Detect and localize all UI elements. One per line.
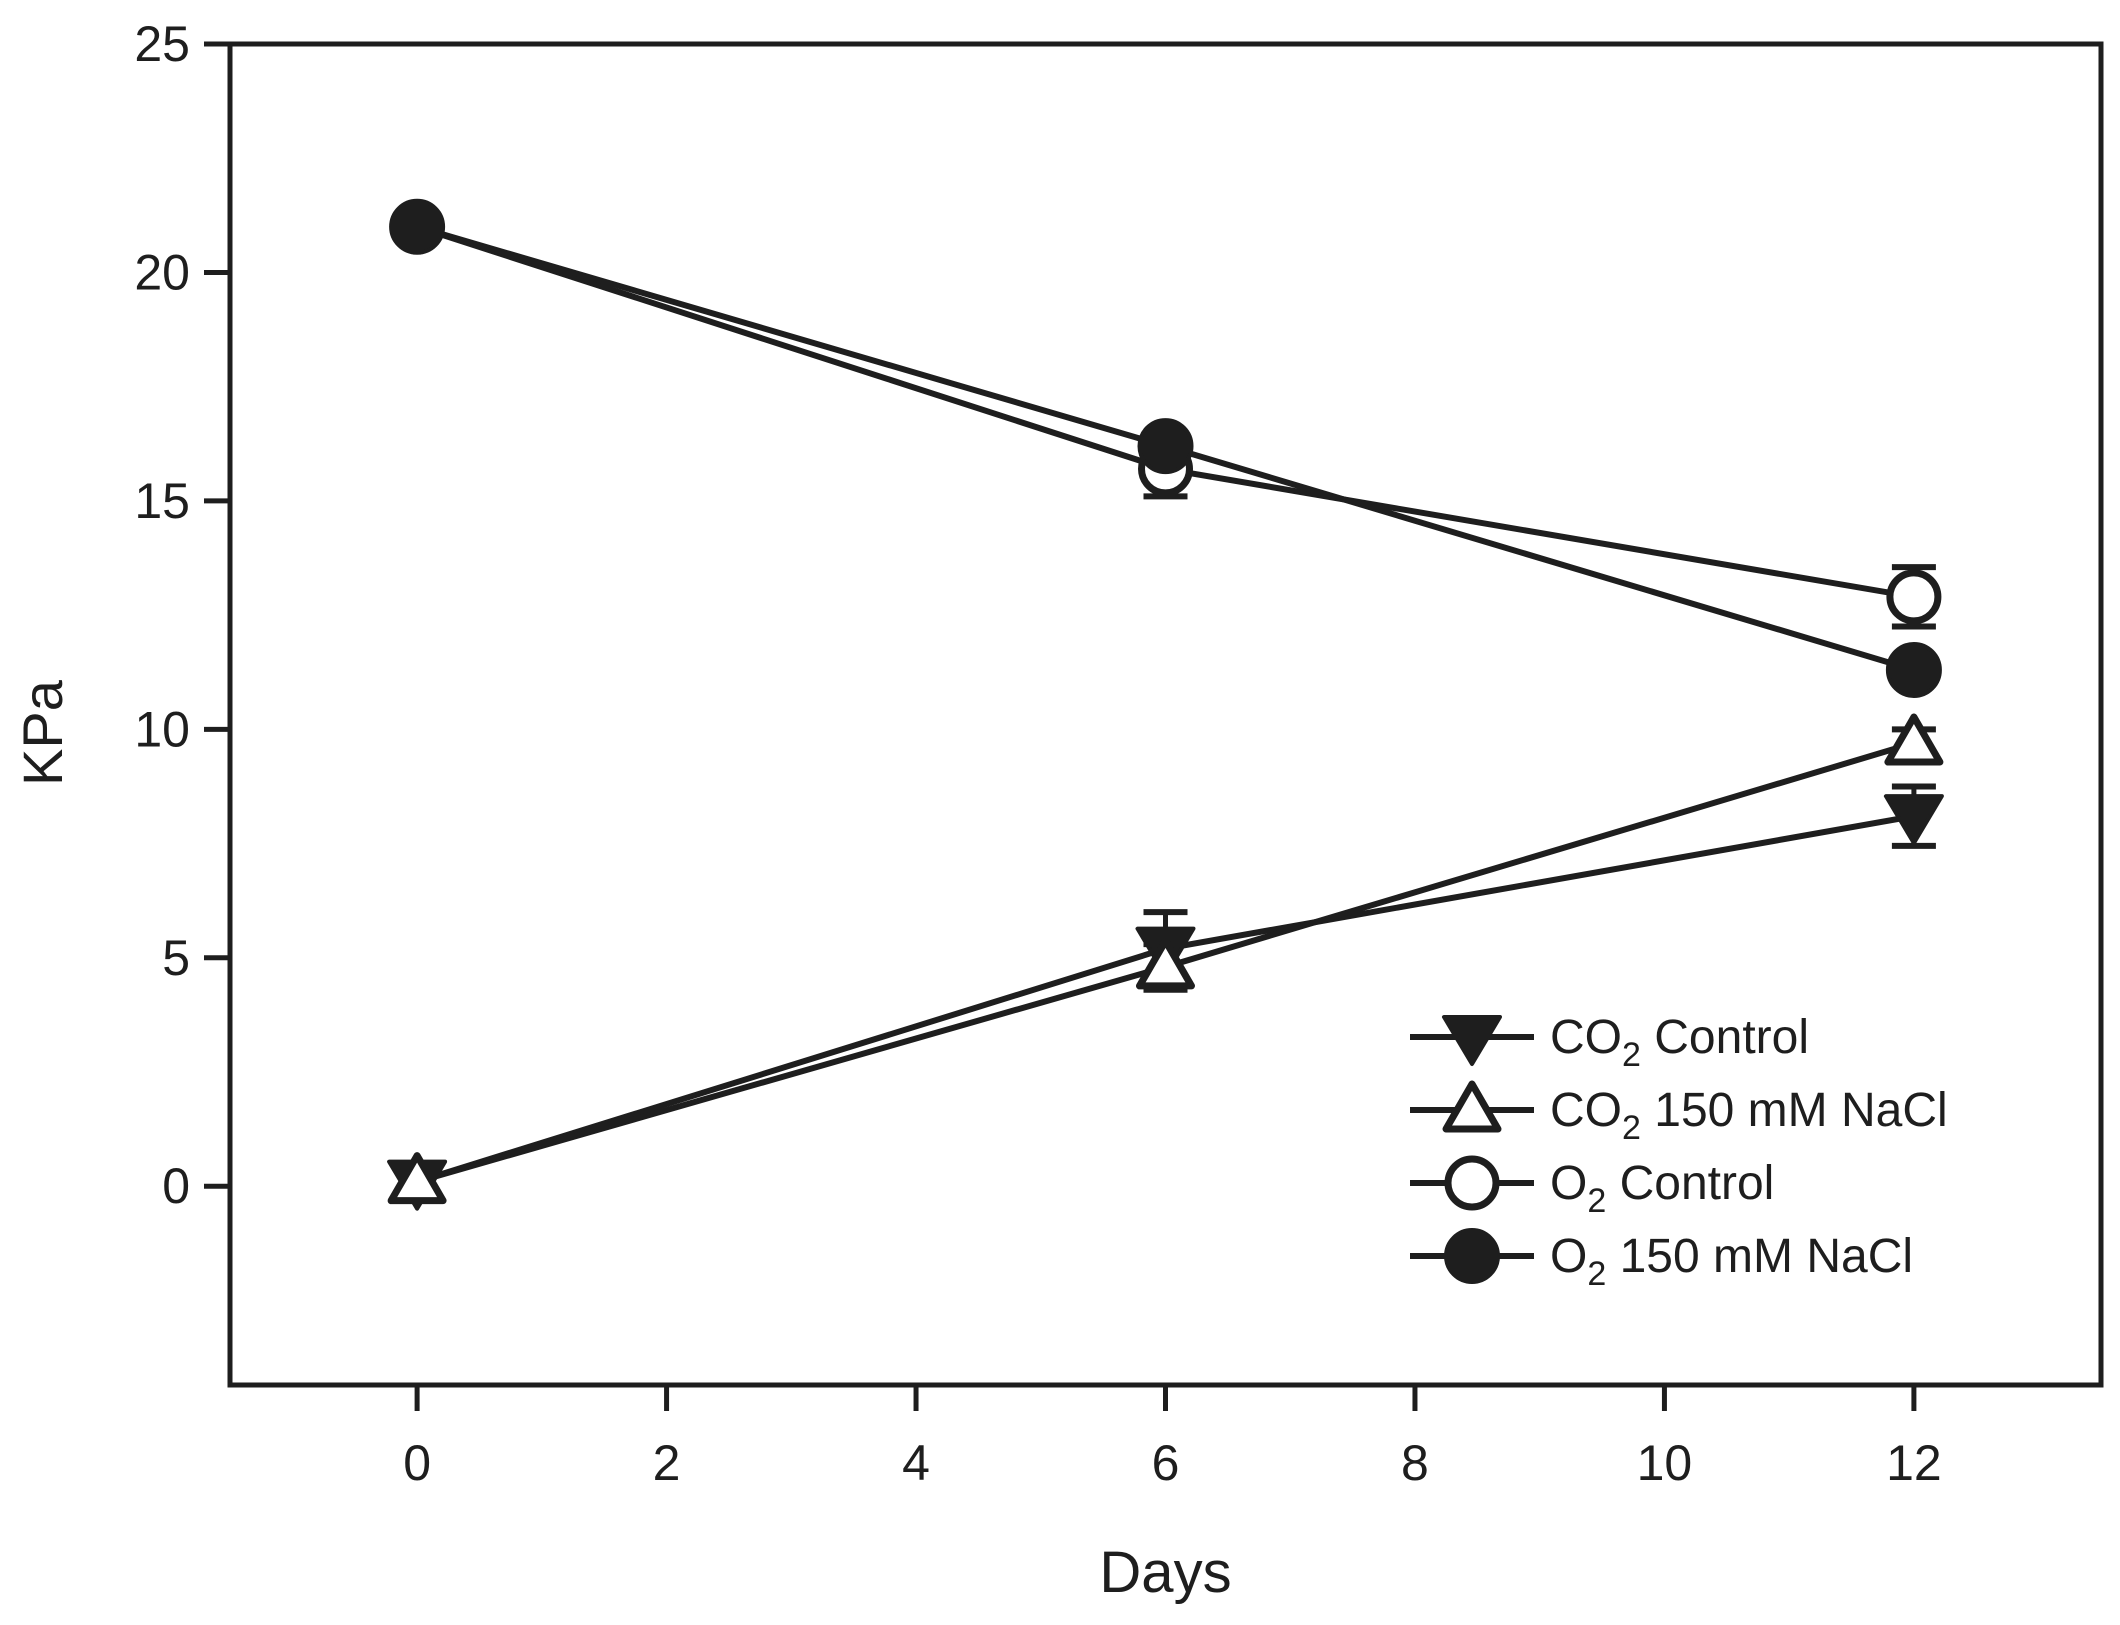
legend-entry-co2-control: CO2 Control: [1410, 1011, 1809, 1074]
legend-label: O2 Control: [1550, 1157, 1774, 1220]
x-tick-label: 6: [1152, 1435, 1180, 1491]
marker-triangle-up-open: [387, 1152, 447, 1205]
x-tick-label: 8: [1401, 1435, 1429, 1491]
marker-circle-filled: [1137, 418, 1194, 475]
legend: CO2 Control CO2 150 mM NaCl O2 Control O2 1…: [1410, 1011, 1948, 1293]
x-axis-title: Days: [1099, 1540, 1231, 1605]
series-co2-150-mm-nacl: [387, 713, 1944, 1205]
y-axis-title: KPa: [11, 679, 74, 786]
x-tick-label: 0: [403, 1435, 431, 1491]
legend-label: CO2 150 mM NaCl: [1550, 1084, 1948, 1147]
legend-label: CO2 Control: [1550, 1011, 1809, 1074]
marker-circle-filled: [1444, 1228, 1500, 1284]
x-tick-label: 10: [1637, 1435, 1693, 1491]
series-o2-150-mm-nacl: [389, 198, 1942, 698]
legend-entry-o2-150-mm-nacl: O2 150 mM NaCl: [1410, 1228, 1913, 1293]
marker-circle-open: [1886, 569, 1942, 625]
legend-entry-o2-control: O2 Control: [1410, 1155, 1774, 1220]
marker-triangle-up-open: [1884, 713, 1944, 766]
y-tick-label: 0: [162, 1158, 190, 1214]
x-tick-label: 12: [1886, 1435, 1942, 1491]
y-tick-label: 15: [134, 473, 190, 529]
y-axis: 0 5 10 15 20 25: [134, 16, 230, 1214]
x-tick-label: 4: [902, 1435, 930, 1491]
marker-circle-open: [1444, 1155, 1500, 1211]
legend-label: O2 150 mM NaCl: [1550, 1230, 1913, 1293]
marker-circle-filled: [389, 198, 446, 255]
x-tick-label: 2: [653, 1435, 681, 1491]
marker-triangle-down-filled: [1883, 794, 1944, 846]
y-tick-label: 10: [134, 701, 190, 757]
legend-entry-co2-150-mm-nacl: CO2 150 mM NaCl: [1410, 1080, 1948, 1147]
y-tick-label: 25: [134, 16, 190, 72]
marker-circle-filled: [1885, 641, 1942, 698]
x-axis: 0 2 4 6 8 10 12: [403, 1385, 1942, 1491]
marker-triangle-up-open: [1136, 937, 1195, 990]
marker-triangle-up-open: [1442, 1080, 1502, 1133]
y-tick-label: 5: [162, 930, 190, 986]
marker-triangle-down-filled: [1442, 1015, 1502, 1066]
y-tick-label: 20: [134, 244, 190, 300]
